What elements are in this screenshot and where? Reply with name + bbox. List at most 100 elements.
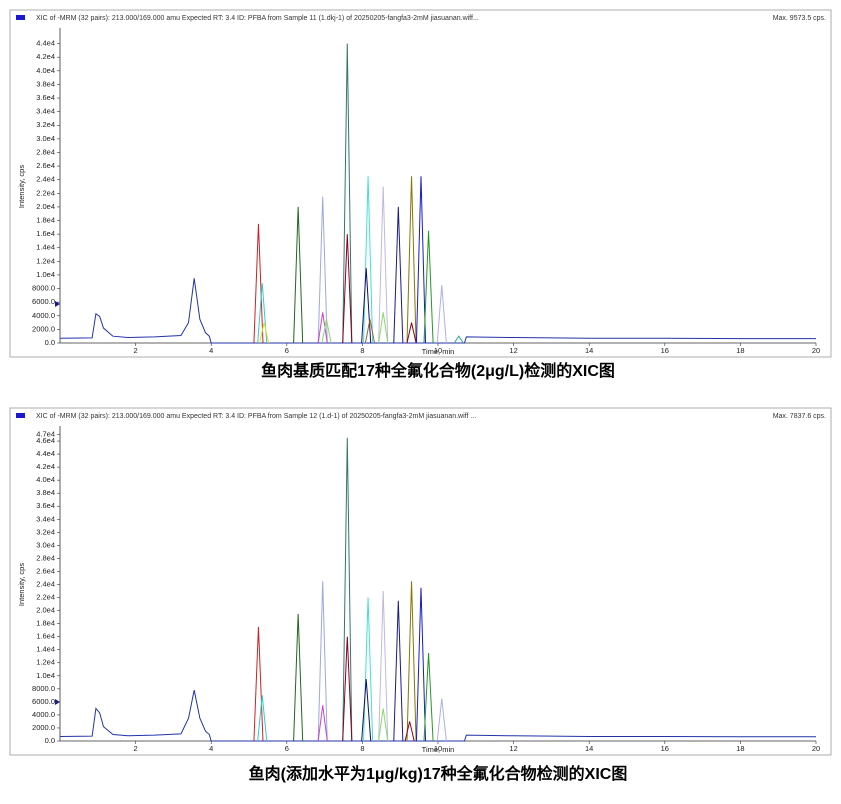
y-tick-label: 0.0 (45, 338, 55, 347)
y-tick-label: 4.0e4 (36, 66, 55, 75)
trace (257, 695, 268, 742)
caption: 鱼肉基质匹配17种全氟化合物(2μg/L)检测的XIC图 (261, 361, 615, 380)
y-tick-label: 3.4e4 (36, 514, 55, 523)
x-tick-label: 2 (134, 346, 138, 355)
caption: 鱼肉(添加水平为1μg/kg)17种全氟化合物检测的XIC图 (249, 764, 628, 783)
trace (293, 613, 304, 742)
trace (317, 196, 328, 344)
y-tick-label: 2.8e4 (36, 147, 55, 156)
trace (423, 652, 434, 742)
x-tick-label: 14 (585, 744, 593, 753)
y-tick-label: 1.2e4 (36, 256, 55, 265)
header: XIC of -MRM (32 pairs): 213.000/169.000 … (36, 15, 479, 22)
trace (436, 285, 447, 344)
x-tick-label: 10 (434, 744, 442, 753)
y-tick-label: 3.6e4 (36, 93, 55, 102)
x-tick-label: 18 (736, 744, 744, 753)
y-tick-label: 3.4e4 (36, 107, 55, 116)
trace (406, 581, 417, 742)
trace (342, 636, 353, 742)
y-tick-label: 2.4e4 (36, 579, 55, 588)
x-tick-label: 4 (209, 744, 213, 753)
x-tick-label: 12 (509, 346, 517, 355)
y-axis-label: Intensity, cps (17, 165, 26, 208)
y-tick-label: 6000.0 (32, 697, 55, 706)
y-tick-label: 3.0e4 (36, 540, 55, 549)
y-tick-label: 2.0e4 (36, 606, 55, 615)
y-tick-label: 1.4e4 (36, 645, 55, 654)
header-icon (16, 413, 25, 418)
y-tick-label: 4.0e4 (36, 475, 55, 484)
y-tick-label: 4.2e4 (36, 52, 55, 61)
x-tick-label: 12 (509, 744, 517, 753)
chart-panel: XIC of -MRM (32 pairs): 213.000/169.000 … (9, 9, 832, 380)
y-tick-label: 2.2e4 (36, 188, 55, 197)
x-tick-label: 20 (812, 744, 820, 753)
y-tick-label: 4000.0 (32, 311, 55, 320)
x-tick-label: 18 (736, 346, 744, 355)
trace (259, 322, 270, 344)
y-tick-label: 2.6e4 (36, 566, 55, 575)
y-tick-label: 4.7e4 (36, 430, 55, 439)
y-tick-label: 2.2e4 (36, 593, 55, 602)
trace (59, 690, 816, 742)
y-tick-label: 4000.0 (32, 710, 55, 719)
x-tick-label: 14 (585, 346, 593, 355)
x-tick-label: 8 (360, 346, 364, 355)
max-label: Max. 7837.6 cps. (773, 413, 826, 420)
y-tick-label: 2.8e4 (36, 553, 55, 562)
y-tick-label: 1.8e4 (36, 216, 55, 225)
trace (59, 278, 816, 344)
y-tick-label: 6000.0 (32, 297, 55, 306)
trace (393, 206, 404, 344)
y-tick-label: 1.8e4 (36, 619, 55, 628)
y-tick-label: 4.4e4 (36, 449, 55, 458)
trace (378, 708, 389, 742)
trace (406, 176, 417, 344)
trace (378, 591, 389, 742)
trace (293, 206, 304, 344)
x-tick-label: 4 (209, 346, 213, 355)
x-axis-label: Time, min (422, 347, 455, 356)
trace (363, 176, 374, 344)
y-tick-label: 1.2e4 (36, 658, 55, 667)
x-tick-label: 16 (661, 744, 669, 753)
x-tick-label: 6 (285, 744, 289, 753)
y-tick-label: 4.4e4 (36, 39, 55, 48)
y-tick-label: 0.0 (45, 736, 55, 745)
y-tick-label: 2.0e4 (36, 202, 55, 211)
y-tick-label: 8000.0 (32, 684, 55, 693)
y-tick-label: 3.0e4 (36, 134, 55, 143)
trace (453, 335, 464, 344)
x-tick-label: 6 (285, 346, 289, 355)
trace (321, 319, 332, 344)
x-tick-label: 8 (360, 744, 364, 753)
trace (436, 698, 447, 742)
y-tick-label: 4.6e4 (36, 436, 55, 445)
trace (415, 587, 427, 742)
trace (378, 312, 389, 344)
trace (364, 319, 375, 344)
y-tick-label: 2.4e4 (36, 175, 55, 184)
trace (361, 679, 372, 742)
trace (317, 312, 328, 344)
trace (257, 283, 268, 344)
panel-frame (9, 9, 832, 358)
trace (317, 705, 328, 742)
trace (342, 437, 353, 742)
header: XIC of -MRM (32 pairs): 213.000/169.000 … (36, 413, 476, 420)
y-tick-label: 1.6e4 (36, 229, 55, 238)
max-label: Max. 9573.5 cps. (773, 15, 826, 22)
trace (361, 268, 372, 344)
x-tick-label: 10 (434, 346, 442, 355)
x-tick-label: 2 (134, 744, 138, 753)
x-tick-label: 20 (812, 346, 820, 355)
y-tick-label: 3.8e4 (36, 488, 55, 497)
header-icon (16, 15, 25, 20)
panel-frame (9, 407, 832, 756)
y-tick-label: 2000.0 (32, 723, 55, 732)
trace (393, 600, 404, 742)
y-tick-label: 1.0e4 (36, 270, 55, 279)
